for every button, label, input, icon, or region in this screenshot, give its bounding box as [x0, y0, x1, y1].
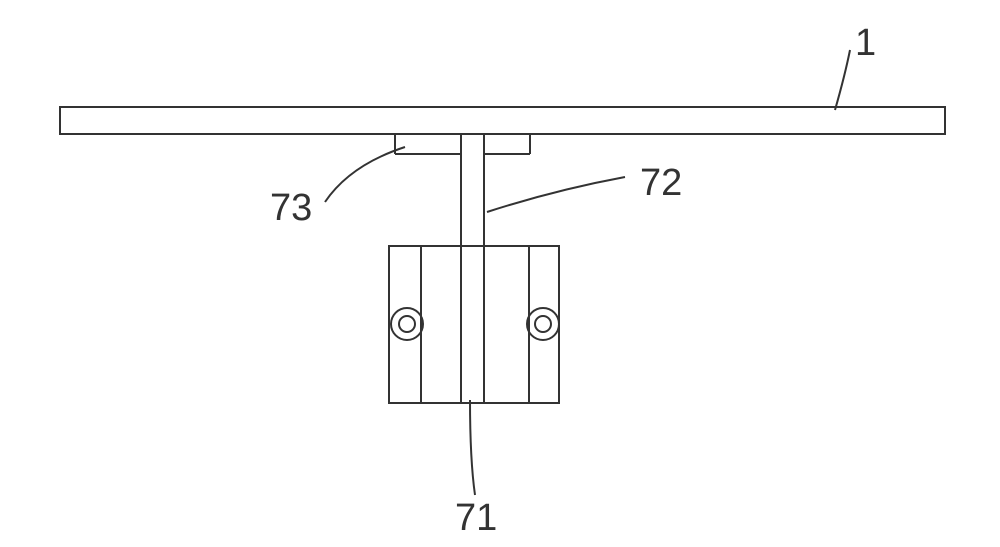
leader-label_1 [835, 50, 850, 110]
horizontal-bar [60, 107, 945, 134]
bolt-right-outer [527, 308, 559, 340]
bolt-left-inner [399, 316, 415, 332]
label-label_72: 72 [640, 162, 682, 204]
technical-diagram: 1 72 73 71 [0, 0, 1000, 547]
bolt-left-outer [391, 308, 423, 340]
label-label_71: 71 [455, 497, 497, 539]
label-label_1: 1 [855, 22, 876, 64]
diagram-container: 1 72 73 71 [0, 0, 1000, 547]
leader-label_72 [487, 177, 625, 212]
label-label_73: 73 [270, 187, 312, 229]
leader-label_73 [325, 147, 405, 202]
leader-label_71 [470, 400, 475, 495]
bolt-right-inner [535, 316, 551, 332]
